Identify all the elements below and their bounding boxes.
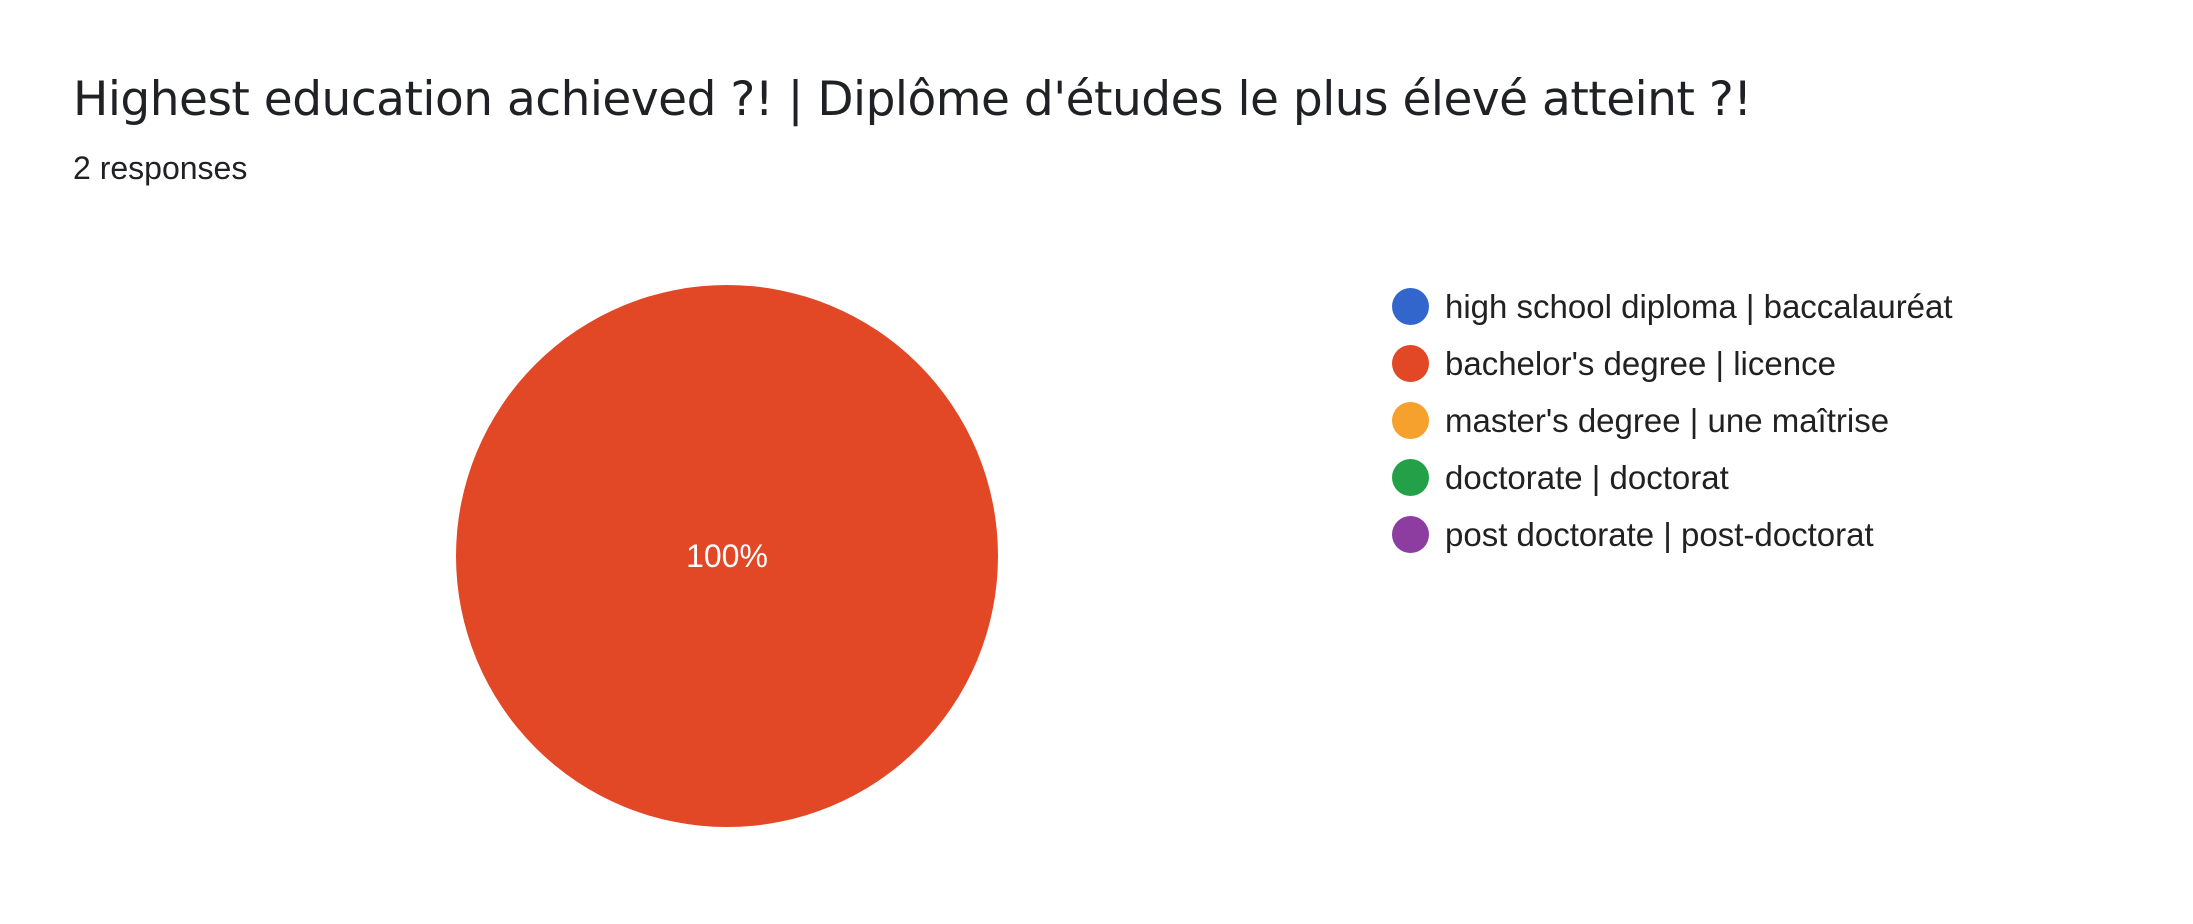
- legend-item[interactable]: master's degree | une maîtrise: [1392, 392, 1953, 449]
- legend-label: doctorate | doctorat: [1445, 458, 1729, 496]
- legend-swatch: [1392, 459, 1429, 496]
- chart-title: Highest education achieved ?! | Diplôme …: [73, 72, 1752, 127]
- pie-slice[interactable]: [456, 285, 998, 827]
- legend-item[interactable]: bachelor's degree | licence: [1392, 335, 1953, 392]
- legend-label: high school diploma | baccalauréat: [1445, 287, 1953, 325]
- legend-swatch: [1392, 345, 1429, 382]
- legend-label: bachelor's degree | licence: [1445, 344, 1836, 382]
- legend-item[interactable]: high school diploma | baccalauréat: [1392, 278, 1953, 335]
- chart-legend: high school diploma | baccalauréat bachel…: [1392, 278, 1953, 563]
- legend-swatch: [1392, 402, 1429, 439]
- response-count: 2 responses: [73, 150, 248, 186]
- legend-item[interactable]: post doctorate | post-doctorat: [1392, 506, 1953, 563]
- legend-swatch: [1392, 516, 1429, 553]
- legend-label: master's degree | une maîtrise: [1445, 401, 1890, 439]
- legend-item[interactable]: doctorate | doctorat: [1392, 449, 1953, 506]
- legend-label: post doctorate | post-doctorat: [1445, 515, 1874, 553]
- pie-slice-label: 100%: [686, 538, 768, 574]
- legend-swatch: [1392, 288, 1429, 325]
